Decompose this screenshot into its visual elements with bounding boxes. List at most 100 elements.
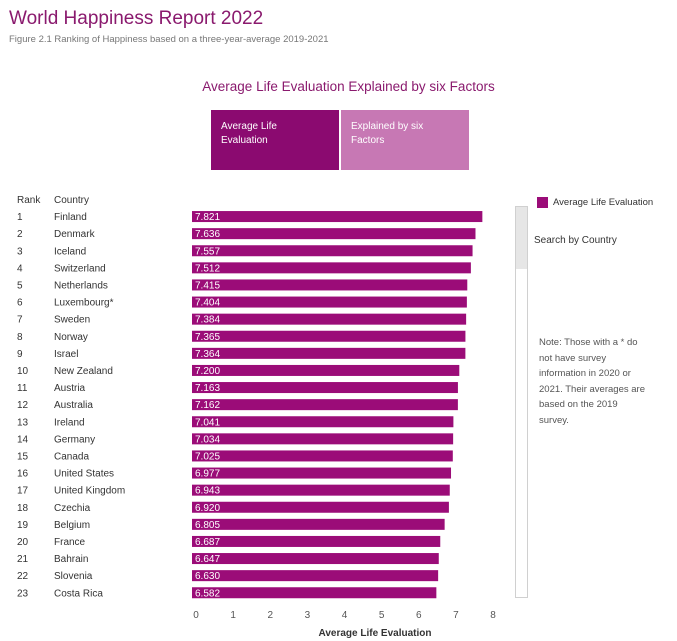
country-label: United States <box>54 469 114 480</box>
country-label: Luxembourg* <box>54 298 114 309</box>
bar-value-label: 7.636 <box>195 229 220 240</box>
x-tick-label: 2 <box>267 610 273 621</box>
bar <box>192 330 466 342</box>
rank-label: 16 <box>17 469 29 480</box>
rank-label: 4 <box>17 263 23 274</box>
bar <box>192 450 453 462</box>
bar-value-label: 7.025 <box>195 451 220 462</box>
bar <box>192 245 473 257</box>
country-label: France <box>54 537 86 548</box>
bar <box>192 279 468 291</box>
x-tick-label: 3 <box>305 610 311 621</box>
list-scrollbar[interactable] <box>515 206 528 598</box>
scrollbar-thumb[interactable] <box>516 207 527 269</box>
bar <box>192 553 439 565</box>
bar <box>192 296 467 308</box>
bar-value-label: 7.404 <box>195 298 220 309</box>
country-label: Sweden <box>54 315 90 326</box>
toggle-explained-by-six-factors-button[interactable]: Explained by six Factors <box>341 110 469 170</box>
x-tick-label: 0 <box>193 610 199 621</box>
bar-value-label: 6.977 <box>195 469 220 480</box>
bar <box>192 570 439 582</box>
bar <box>192 211 483 223</box>
country-label: Slovenia <box>54 571 93 582</box>
country-label: Denmark <box>54 229 96 240</box>
bar <box>192 433 454 445</box>
rank-label: 2 <box>17 229 23 240</box>
report-title: World Happiness Report 2022 <box>9 8 264 29</box>
rank-label: 9 <box>17 349 23 360</box>
bar-value-label: 7.200 <box>195 366 220 377</box>
bar-value-label: 7.364 <box>195 349 220 360</box>
bar <box>192 484 450 496</box>
rank-label: 12 <box>17 400 29 411</box>
country-label: United Kingdom <box>54 486 125 497</box>
rank-label: 21 <box>17 554 29 565</box>
bar <box>192 347 466 359</box>
rank-label: 8 <box>17 332 23 343</box>
rank-label: 13 <box>17 417 29 428</box>
toggle-average-life-evaluation-label: Average Life Evaluation <box>221 121 277 146</box>
rank-column-header: Rank <box>17 195 41 206</box>
rank-label: 7 <box>17 315 23 326</box>
rank-label: 20 <box>17 537 29 548</box>
country-label: Germany <box>54 434 95 445</box>
legend-label: Average Life Evaluation <box>553 197 654 209</box>
bar-value-label: 7.034 <box>195 434 220 445</box>
bar-value-label: 7.384 <box>195 315 220 326</box>
bar-value-label: 7.415 <box>195 280 220 291</box>
bar <box>192 228 476 240</box>
bar-value-label: 7.557 <box>195 246 220 257</box>
country-label: Iceland <box>54 246 86 257</box>
rank-label: 3 <box>17 246 23 257</box>
bar <box>192 501 449 513</box>
chart-legend: Average Life Evaluation <box>537 197 653 208</box>
country-label: Canada <box>54 451 89 462</box>
country-label: Netherlands <box>54 280 108 291</box>
x-axis-title: Average Life Evaluation <box>318 628 432 639</box>
bar-value-label: 6.687 <box>195 537 220 548</box>
bar-value-label: 6.647 <box>195 554 220 565</box>
country-label: Belgium <box>54 520 90 531</box>
bar-value-label: 7.821 <box>195 212 220 223</box>
bar <box>192 399 458 411</box>
country-label: Norway <box>54 332 88 343</box>
rank-label: 5 <box>17 280 23 291</box>
rank-label: 17 <box>17 486 29 497</box>
country-label: Czechia <box>54 503 91 514</box>
bar-value-label: 6.630 <box>195 571 220 582</box>
country-label: Austria <box>54 383 86 394</box>
bar <box>192 416 454 428</box>
x-tick-label: 8 <box>490 610 496 621</box>
bar-value-label: 7.041 <box>195 417 220 428</box>
toggle-explained-by-six-factors-label: Explained by six Factors <box>351 121 424 146</box>
bar-value-label: 7.365 <box>195 332 220 343</box>
country-label: Finland <box>54 212 87 223</box>
search-by-country-filter[interactable]: Search by Country <box>534 235 617 246</box>
bar-value-label: 6.920 <box>195 503 220 514</box>
x-tick-label: 7 <box>453 610 459 621</box>
bar-value-label: 7.162 <box>195 400 220 411</box>
bar <box>192 262 471 274</box>
bar-value-label: 6.805 <box>195 520 220 531</box>
rank-label: 14 <box>17 434 29 445</box>
report-subtitle: Figure 2.1 Ranking of Happiness based on… <box>9 34 329 45</box>
bar <box>192 535 441 547</box>
bar <box>192 364 460 376</box>
x-tick-label: 6 <box>416 610 422 621</box>
x-tick-label: 4 <box>342 610 348 621</box>
bar <box>192 313 467 325</box>
rank-label: 18 <box>17 503 29 514</box>
bar <box>192 382 458 394</box>
country-label: Ireland <box>54 417 85 428</box>
country-label: Israel <box>54 349 78 360</box>
toggle-average-life-evaluation-button[interactable]: Average Life Evaluation <box>211 110 339 170</box>
x-tick-label: 5 <box>379 610 385 621</box>
bar-value-label: 6.582 <box>195 588 220 599</box>
legend-swatch <box>537 197 548 208</box>
rank-label: 6 <box>17 298 23 309</box>
country-label: New Zealand <box>54 366 113 377</box>
rank-label: 10 <box>17 366 29 377</box>
rank-label: 22 <box>17 571 29 582</box>
